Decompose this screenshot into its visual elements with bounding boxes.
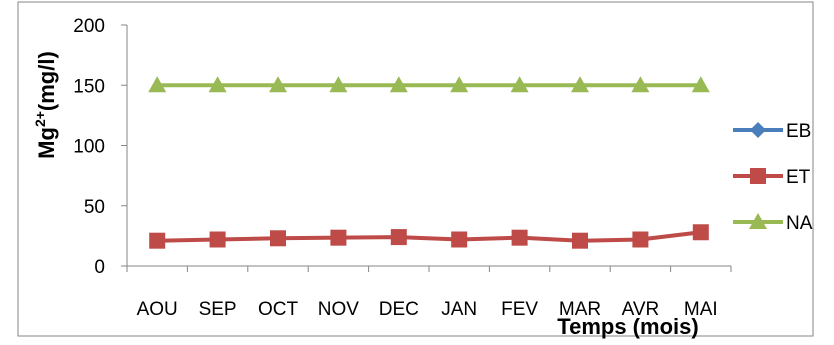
x-tick-label: DEC [379, 299, 419, 320]
data-point-na [631, 76, 650, 93]
data-point-et [572, 232, 588, 249]
y-tick-label: 200 [73, 16, 105, 37]
data-point-et [451, 231, 468, 248]
data-point-et [270, 230, 286, 247]
chart-frame [17, 1, 814, 337]
data-point-na [208, 76, 227, 93]
data-point-et [692, 224, 709, 241]
data-point-et [149, 232, 166, 249]
legend-marker [750, 122, 766, 138]
legend-marker [749, 213, 767, 229]
axes: 0 50 100 150 200 AOU SEP OCT NOV DEC JAN FEV MAR AVR M… [73, 16, 732, 320]
data-point-na [691, 76, 710, 93]
series-line-et [157, 230, 702, 243]
data-point-na [571, 76, 589, 93]
legend-label: EB [786, 121, 811, 142]
x-tick-label: NOV [318, 299, 360, 320]
data-point-na [450, 76, 469, 93]
y-tick-label: 0 [94, 257, 105, 278]
x-tick-label: MAR [559, 299, 601, 320]
legend-label: ET [786, 167, 811, 188]
data-point-na [148, 76, 167, 93]
data-point-na [389, 76, 408, 93]
x-tick-label: OCT [258, 299, 299, 320]
legend-marker [750, 168, 766, 184]
data-point-et [330, 229, 347, 246]
legend-item-eb: EB [733, 121, 811, 142]
y-tick-label: 100 [73, 137, 105, 158]
legend: EB ET NA [733, 121, 813, 234]
y-tick-label: 50 [84, 197, 105, 218]
series-et [149, 224, 709, 249]
y-axis-title-rest: (mg/l) [34, 51, 59, 111]
legend-item-et: ET [733, 167, 811, 188]
data-point-et [209, 231, 226, 248]
data-point-et [632, 231, 649, 248]
x-tick-label: AVR [622, 299, 660, 320]
legend-item-na: NA [733, 213, 813, 234]
x-tick-label: AOU [137, 299, 178, 320]
y-tick-label: 150 [73, 76, 105, 97]
x-tick-label: MAI [684, 299, 718, 320]
data-point-et [390, 229, 407, 246]
y-axis-title-superscript: 2+ [32, 111, 48, 127]
y-axis-title: Mg2+(mg/l) [32, 51, 59, 159]
x-tick-label: JAN [441, 299, 477, 320]
x-tick-label: SEP [199, 299, 237, 320]
svg-text:Mg2+(mg/l): Mg2+(mg/l) [32, 51, 59, 159]
y-axis-title-base: Mg [34, 127, 59, 159]
series-na [148, 76, 710, 93]
x-axis-title: Temps (mois) [557, 314, 698, 339]
data-point-na [269, 76, 287, 93]
x-tick-label: FEV [501, 299, 538, 320]
data-point-na [329, 76, 348, 93]
series-layer [148, 76, 710, 249]
data-point-na [510, 76, 529, 93]
data-point-et [511, 229, 528, 246]
legend-label: NA [786, 213, 813, 234]
